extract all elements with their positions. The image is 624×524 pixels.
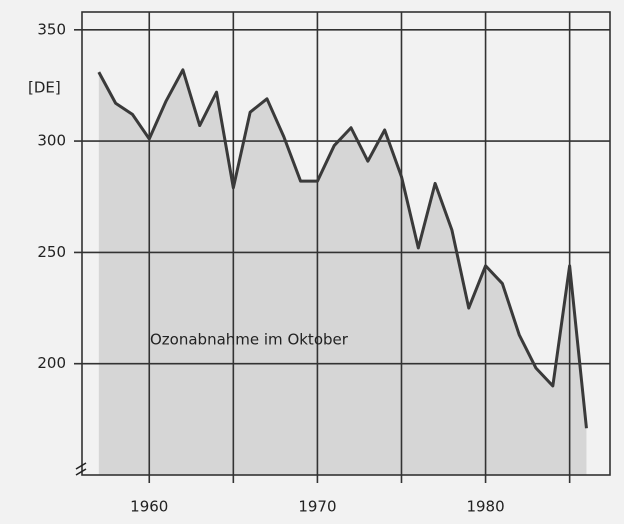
x-tick-label: 1970 (298, 498, 336, 516)
axis-break (75, 462, 87, 476)
y-tick-label: 250 (37, 243, 66, 261)
area-shade (98, 69, 587, 475)
unit-label: [DE] (28, 79, 61, 97)
x-tick-label: 1960 (130, 498, 168, 516)
line-series (97, 68, 588, 429)
annotation: Ozonabnahme im Oktober (150, 331, 349, 349)
y-tick-label: 350 (37, 20, 66, 38)
plot-frame (81, 11, 611, 476)
y-tick-label: 200 (37, 354, 66, 372)
x-tick-label: 1980 (466, 498, 504, 516)
y-tick-label: 300 (37, 132, 66, 150)
